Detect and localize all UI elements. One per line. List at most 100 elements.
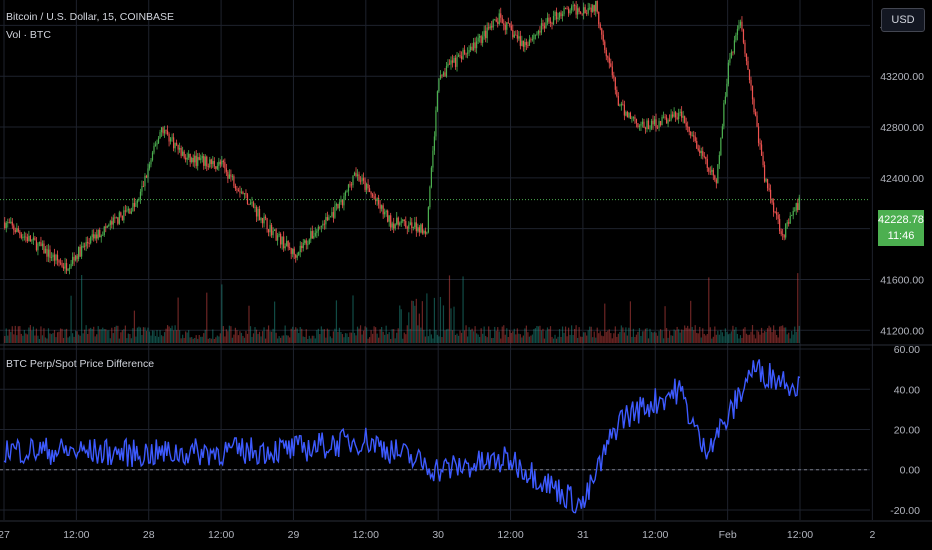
candle-body <box>23 236 25 238</box>
candle-body <box>270 225 273 236</box>
candle-body <box>266 218 268 230</box>
candle-body <box>58 260 60 263</box>
volume-bar <box>635 334 638 343</box>
volume-bar <box>194 337 196 343</box>
volume-bar <box>408 312 410 343</box>
volume-bar <box>132 328 134 343</box>
candle-body <box>655 119 657 128</box>
volume-bar <box>699 326 701 343</box>
candle-body <box>454 57 457 67</box>
volume-bar <box>68 336 71 343</box>
volume-bar <box>192 338 194 343</box>
candle-body <box>427 207 429 233</box>
volume-bar <box>528 336 530 343</box>
candle-body <box>245 193 247 195</box>
volume-bar <box>269 331 271 343</box>
candle-body <box>501 17 503 24</box>
volume-bar <box>751 325 754 343</box>
candle-body <box>533 34 535 40</box>
candle-body <box>474 42 476 49</box>
candle-body <box>682 116 684 118</box>
volume-bar <box>302 336 304 343</box>
volume-bar <box>780 325 782 343</box>
candle-body <box>103 226 105 236</box>
volume-bar <box>35 328 38 343</box>
volume-bar <box>148 331 151 343</box>
candle-body <box>782 234 784 236</box>
candle-body <box>741 21 743 30</box>
candle-body <box>335 203 338 206</box>
x-tick-label: 12:00 <box>787 529 813 541</box>
volume-bar <box>539 325 541 343</box>
candle-body <box>595 0 597 12</box>
volume-bar <box>40 326 42 343</box>
candle-body <box>197 157 199 166</box>
candle-body <box>194 155 196 163</box>
volume-bar <box>365 327 368 343</box>
candle-body <box>670 114 672 121</box>
volume-bar <box>602 336 604 343</box>
volume-bar <box>38 338 41 343</box>
volume-bar <box>295 327 297 343</box>
candle-body <box>267 229 270 233</box>
volume-bar <box>195 335 197 343</box>
volume-bar <box>652 332 654 343</box>
currency-button[interactable]: USD <box>881 8 925 32</box>
candle-body <box>638 125 641 127</box>
candle-body <box>473 42 475 50</box>
candle-body <box>340 199 342 203</box>
candle-body <box>172 137 175 149</box>
candle-body <box>578 8 580 12</box>
candle-body <box>180 148 182 156</box>
candle-body <box>242 191 244 195</box>
volume-bar <box>644 328 647 343</box>
candle-body <box>286 240 288 247</box>
candle-body <box>513 34 515 38</box>
volume-bar <box>527 332 529 343</box>
candle-body <box>429 186 431 208</box>
volume-bar <box>56 332 59 343</box>
volume-bar <box>402 338 404 343</box>
volume-bar <box>219 333 221 343</box>
volume-bar <box>182 334 184 343</box>
volume-bar <box>727 334 729 343</box>
volume-bar <box>647 338 650 343</box>
indicator-line <box>3 359 801 514</box>
candle-body <box>212 161 214 165</box>
volume-bar <box>744 327 746 343</box>
volume-bar <box>284 325 286 343</box>
volume-bar <box>779 326 781 343</box>
volume-bar <box>37 335 39 343</box>
volume-bar <box>26 334 28 343</box>
candle-body <box>753 99 755 113</box>
candle-body <box>643 121 645 128</box>
volume-bar <box>212 329 214 343</box>
volume-bar <box>73 336 75 343</box>
volume-bar <box>75 330 77 343</box>
candle-body <box>424 230 426 234</box>
volume-bar <box>367 338 369 343</box>
candle-body <box>561 14 564 17</box>
candle-body <box>723 103 725 127</box>
candle-body <box>611 66 613 76</box>
volume-bar <box>308 335 310 343</box>
volume-bar <box>397 328 399 343</box>
volume-bar <box>736 333 739 343</box>
candle-body <box>780 231 782 235</box>
candle-body <box>185 157 187 160</box>
candle-body <box>368 188 371 193</box>
candle-body <box>171 137 173 139</box>
volume-bar <box>341 334 344 343</box>
volume-bar <box>251 336 253 343</box>
candle-body <box>418 227 420 233</box>
candle-body <box>465 53 467 55</box>
candle-body <box>32 237 35 240</box>
candle-body <box>384 212 386 215</box>
candle-body <box>605 49 607 57</box>
volume-bar <box>560 336 562 343</box>
candle-body <box>558 12 561 18</box>
volume-bar <box>595 337 597 343</box>
volume-bar <box>218 336 220 343</box>
volume-bar <box>93 326 95 343</box>
